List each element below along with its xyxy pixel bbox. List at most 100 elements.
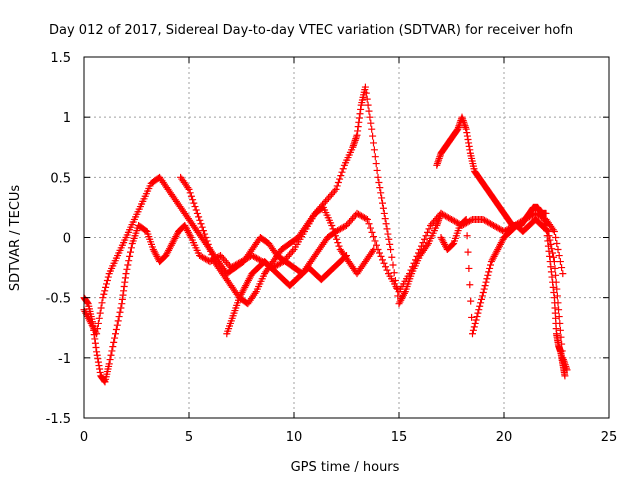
data-point <box>464 248 472 256</box>
data-point <box>434 213 442 221</box>
x-tick-label: 20 <box>496 430 513 445</box>
data-point <box>254 255 262 263</box>
data-point <box>476 302 484 310</box>
data-point <box>251 253 259 261</box>
data-point <box>94 325 101 333</box>
data-point <box>558 264 566 272</box>
data-point <box>410 259 418 267</box>
data-point <box>209 254 217 262</box>
data-point <box>99 294 107 302</box>
series-track-3 <box>177 173 378 308</box>
data-point <box>355 210 362 218</box>
axes <box>83 56 610 419</box>
data-point <box>337 172 345 180</box>
data-point <box>381 215 389 223</box>
data-point <box>451 217 458 225</box>
data-point <box>274 261 281 269</box>
data-point <box>325 194 332 202</box>
data-point <box>336 175 344 183</box>
data-point <box>482 217 490 225</box>
data-point <box>328 221 336 229</box>
data-point <box>550 289 558 297</box>
data-point <box>468 313 476 321</box>
data-point <box>364 215 371 223</box>
data-point <box>361 83 369 91</box>
data-point <box>427 221 434 229</box>
data-point <box>203 256 211 264</box>
data-point <box>374 173 382 181</box>
data-point <box>111 334 119 342</box>
data-point <box>482 278 490 286</box>
data-point <box>207 247 215 255</box>
data-point <box>461 216 469 224</box>
data-point <box>123 265 131 273</box>
data-point <box>105 360 113 368</box>
data-point <box>553 285 561 293</box>
data-point <box>202 234 210 241</box>
data-point <box>186 189 194 197</box>
data-point <box>559 270 567 278</box>
data-point <box>497 226 505 234</box>
data-point <box>102 283 110 291</box>
data-point <box>109 343 117 351</box>
data-point <box>469 326 477 334</box>
y-tick-label: -1 <box>58 352 71 367</box>
data-point <box>370 233 377 241</box>
data-point <box>549 226 557 234</box>
data-point <box>333 235 341 243</box>
data-point <box>340 223 347 231</box>
data-point <box>339 165 347 173</box>
data-point <box>96 309 104 317</box>
data-point <box>478 295 485 303</box>
data-point <box>443 213 451 221</box>
data-point <box>540 215 548 223</box>
data-point <box>467 297 475 305</box>
data-point <box>103 276 111 284</box>
data-point <box>375 178 383 186</box>
data-point <box>113 321 121 329</box>
data-point <box>122 270 130 278</box>
data-point <box>104 273 112 281</box>
data-point <box>359 213 367 221</box>
data-point <box>368 228 376 236</box>
data-point <box>496 225 503 233</box>
data-point <box>368 125 376 133</box>
data-point <box>484 271 492 279</box>
data-point <box>330 228 338 236</box>
data-point <box>390 269 398 277</box>
data-point <box>370 146 378 154</box>
data-point <box>186 232 194 240</box>
data-point <box>195 213 203 221</box>
y-tick-label: 0.5 <box>50 171 71 186</box>
data-point <box>412 256 419 264</box>
data-point <box>487 220 494 228</box>
data-point <box>350 213 358 221</box>
data-point <box>480 285 488 293</box>
data-point <box>386 240 394 248</box>
data-point <box>421 235 428 243</box>
data-point <box>220 255 227 263</box>
series-track-6 <box>437 215 571 374</box>
data-point <box>533 210 541 218</box>
x-tick-label: 5 <box>185 430 193 445</box>
data-point <box>382 220 390 228</box>
data-point <box>474 309 482 317</box>
data-point <box>490 221 497 229</box>
data-point <box>384 230 392 238</box>
data-point <box>217 252 224 260</box>
data-point <box>201 230 209 238</box>
data-point <box>284 252 292 260</box>
x-tick-label: 10 <box>286 430 303 445</box>
series-track-1 <box>80 83 445 386</box>
y-tick-label: -1.5 <box>46 412 71 427</box>
data-point <box>362 89 370 97</box>
data-point <box>367 224 374 232</box>
data-point <box>192 206 200 214</box>
data-point <box>344 220 352 228</box>
x-tick-label: 15 <box>391 430 408 445</box>
data-point <box>331 232 339 240</box>
data-point <box>329 225 337 233</box>
data-point <box>488 221 496 229</box>
x-axis-label: GPS time / hours <box>291 460 400 475</box>
data-point <box>101 287 109 295</box>
